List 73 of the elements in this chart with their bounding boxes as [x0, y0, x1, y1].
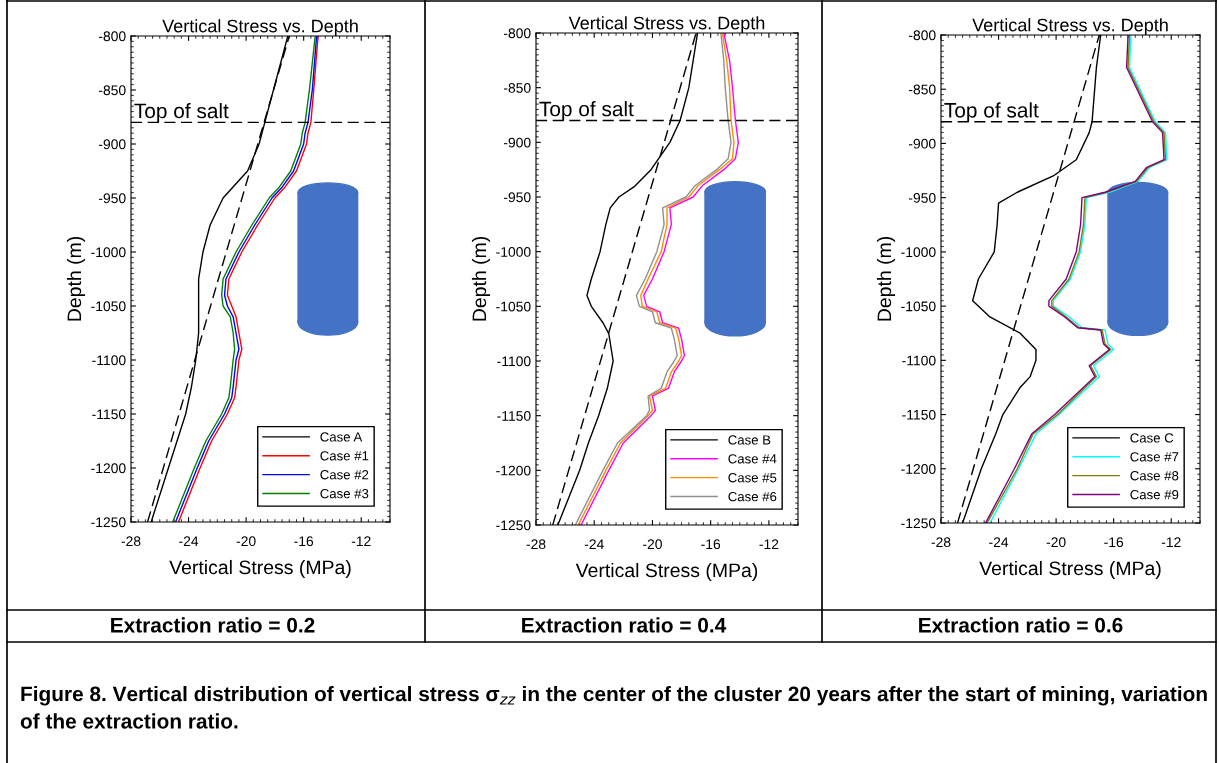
y-tick-label: -900	[908, 138, 936, 149]
y-tick-label: -1050	[91, 301, 126, 312]
y-tick-label: -1000	[901, 247, 936, 258]
y-tick-label: -1100	[497, 356, 531, 367]
x-axis-title: Vertical Stress (MPa)	[169, 559, 351, 579]
chart-title: Vertical Stress vs. Depth	[568, 16, 765, 33]
y-tick-label: -1200	[901, 464, 936, 474]
y-tick-label: -1150	[92, 409, 126, 420]
x-tick-label: -28	[526, 539, 546, 550]
x-tick-label: -20	[236, 536, 256, 547]
x-tick-label: -16	[294, 536, 314, 547]
y-tick-label: -1250	[496, 520, 531, 531]
legend-label: Case #8	[1130, 471, 1179, 481]
legend-label: Case #2	[320, 470, 369, 480]
y-tick-label: -800	[98, 31, 126, 42]
text: Figure 8. Vertical distribution of vertical stress σ$_{zz}$ in the center of the cluster 20 years after the start of mining, variation of the extraction ratio.	[20, 686, 1207, 729]
x-tick-label: -24	[989, 537, 1009, 547]
y-tick-label: -1100	[902, 355, 936, 366]
legend-label: Case #1	[320, 451, 369, 461]
y-tick-label: -1150	[497, 411, 531, 421]
y-tick-label: -1200	[496, 465, 531, 476]
x-tick-label: -24	[584, 539, 604, 549]
text: Extraction ratio = 0.4	[522, 617, 727, 633]
legend-label: Case B	[728, 435, 771, 445]
legend-label: Case #3	[320, 488, 369, 499]
y-axis-title: Depth (m)	[471, 236, 491, 321]
legend-label: Case #9	[1130, 489, 1179, 500]
y-tick-label: -850	[98, 85, 126, 96]
y-tick-label: -1150	[902, 409, 936, 420]
x-axis-title: Vertical Stress (MPa)	[979, 560, 1161, 580]
y-tick-label: -1200	[91, 463, 126, 474]
legend-label: Case #5	[728, 473, 777, 483]
legend-label: Case C	[1130, 433, 1174, 443]
y-tick-label: -1050	[496, 301, 531, 312]
x-tick-label: -16	[701, 539, 721, 550]
x-tick-label: -24	[179, 536, 199, 546]
ref-line-label: Top of salt	[539, 101, 634, 121]
x-tick-label: -12	[1161, 537, 1181, 547]
y-axis-title: Depth (m)	[876, 236, 896, 321]
y-axis-title: Depth (m)	[66, 236, 86, 321]
x-tick-label: -28	[931, 537, 951, 548]
y-tick-label: -850	[503, 83, 531, 93]
y-tick-label: -850	[908, 84, 936, 95]
ref-line-label: Top of salt	[134, 102, 229, 123]
text: Extraction ratio = 0.6	[919, 617, 1123, 633]
y-tick-label: -1250	[901, 518, 936, 529]
y-tick-label: -1000	[91, 247, 126, 258]
y-tick-label: -1100	[92, 355, 126, 366]
legend-label: Case A	[320, 432, 363, 442]
y-tick-label: -1250	[91, 517, 126, 528]
x-tick-label: -12	[351, 536, 371, 546]
legend-label: Case #6	[728, 491, 777, 502]
y-tick-label: -950	[503, 192, 531, 203]
y-tick-label: -900	[98, 139, 126, 150]
y-tick-label: -950	[98, 193, 126, 204]
y-tick-label: -900	[503, 137, 531, 148]
x-tick-label: -20	[1046, 537, 1066, 548]
legend-label: Case #4	[728, 454, 777, 464]
y-tick-label: -800	[908, 30, 936, 41]
chart-title: Vertical Stress vs. Depth	[162, 19, 358, 36]
x-tick-label: -20	[643, 539, 662, 550]
x-tick-label: -12	[759, 539, 779, 549]
x-axis-title: Vertical Stress (MPa)	[575, 562, 758, 582]
chart-title: Vertical Stress vs. Depth	[972, 18, 1168, 35]
y-tick-label: -1000	[496, 247, 531, 257]
y-tick-label: -1050	[901, 301, 936, 312]
ref-line-label: Top of salt	[944, 102, 1039, 122]
y-tick-label: -800	[503, 28, 531, 39]
y-tick-label: -950	[908, 193, 936, 203]
x-tick-label: -16	[1104, 537, 1124, 548]
legend-label: Case #7	[1130, 452, 1179, 462]
x-tick-label: -28	[121, 536, 141, 547]
text: Extraction ratio = 0.2	[111, 617, 315, 633]
